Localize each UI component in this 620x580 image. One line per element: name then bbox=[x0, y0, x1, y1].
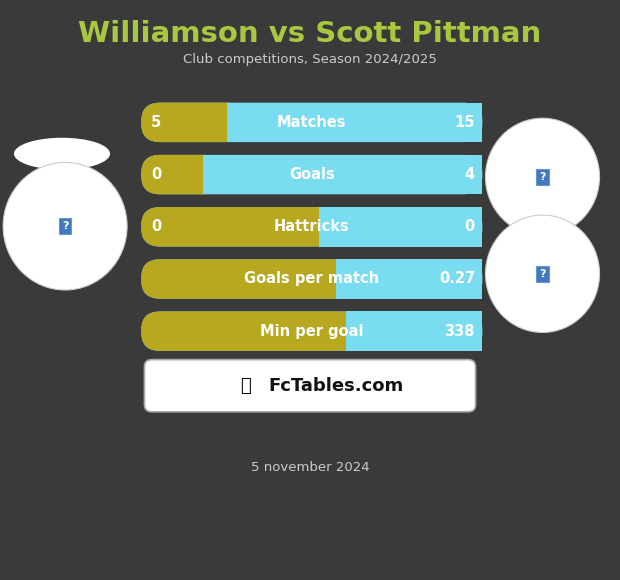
FancyBboxPatch shape bbox=[141, 207, 482, 246]
Text: 0.27: 0.27 bbox=[439, 271, 475, 287]
Text: ?: ? bbox=[62, 221, 68, 231]
Text: 338: 338 bbox=[445, 324, 475, 339]
Text: Club competitions, Season 2024/2025: Club competitions, Season 2024/2025 bbox=[183, 53, 437, 66]
Text: Williamson vs Scott Pittman: Williamson vs Scott Pittman bbox=[78, 20, 542, 48]
FancyBboxPatch shape bbox=[141, 311, 482, 351]
FancyBboxPatch shape bbox=[346, 311, 482, 351]
Text: 0: 0 bbox=[464, 219, 475, 234]
FancyBboxPatch shape bbox=[141, 155, 222, 194]
FancyBboxPatch shape bbox=[203, 155, 482, 194]
FancyBboxPatch shape bbox=[144, 360, 476, 412]
Text: 5 november 2024: 5 november 2024 bbox=[250, 461, 370, 474]
FancyBboxPatch shape bbox=[141, 207, 338, 246]
Text: 5: 5 bbox=[151, 115, 162, 130]
Ellipse shape bbox=[3, 162, 127, 290]
Text: Goals per match: Goals per match bbox=[244, 271, 379, 287]
FancyBboxPatch shape bbox=[141, 311, 365, 351]
Text: FcTables.com: FcTables.com bbox=[268, 376, 404, 395]
Text: 0: 0 bbox=[151, 219, 162, 234]
Ellipse shape bbox=[485, 118, 600, 235]
FancyBboxPatch shape bbox=[227, 103, 482, 142]
Ellipse shape bbox=[485, 215, 600, 332]
Text: ?: ? bbox=[539, 172, 546, 182]
FancyBboxPatch shape bbox=[141, 103, 246, 142]
Text: 0: 0 bbox=[151, 167, 162, 182]
FancyBboxPatch shape bbox=[141, 155, 482, 194]
Text: Goals: Goals bbox=[289, 167, 335, 182]
FancyBboxPatch shape bbox=[141, 259, 482, 299]
Text: Min per goal: Min per goal bbox=[260, 324, 363, 339]
Text: ?: ? bbox=[539, 269, 546, 279]
FancyBboxPatch shape bbox=[141, 259, 355, 299]
FancyBboxPatch shape bbox=[141, 103, 482, 142]
Text: Hattricks: Hattricks bbox=[274, 219, 350, 234]
FancyBboxPatch shape bbox=[319, 207, 482, 246]
Text: 📊: 📊 bbox=[240, 376, 250, 395]
FancyBboxPatch shape bbox=[336, 259, 482, 299]
Ellipse shape bbox=[14, 138, 110, 170]
Text: Matches: Matches bbox=[277, 115, 347, 130]
Text: 15: 15 bbox=[454, 115, 475, 130]
Text: 4: 4 bbox=[465, 167, 475, 182]
